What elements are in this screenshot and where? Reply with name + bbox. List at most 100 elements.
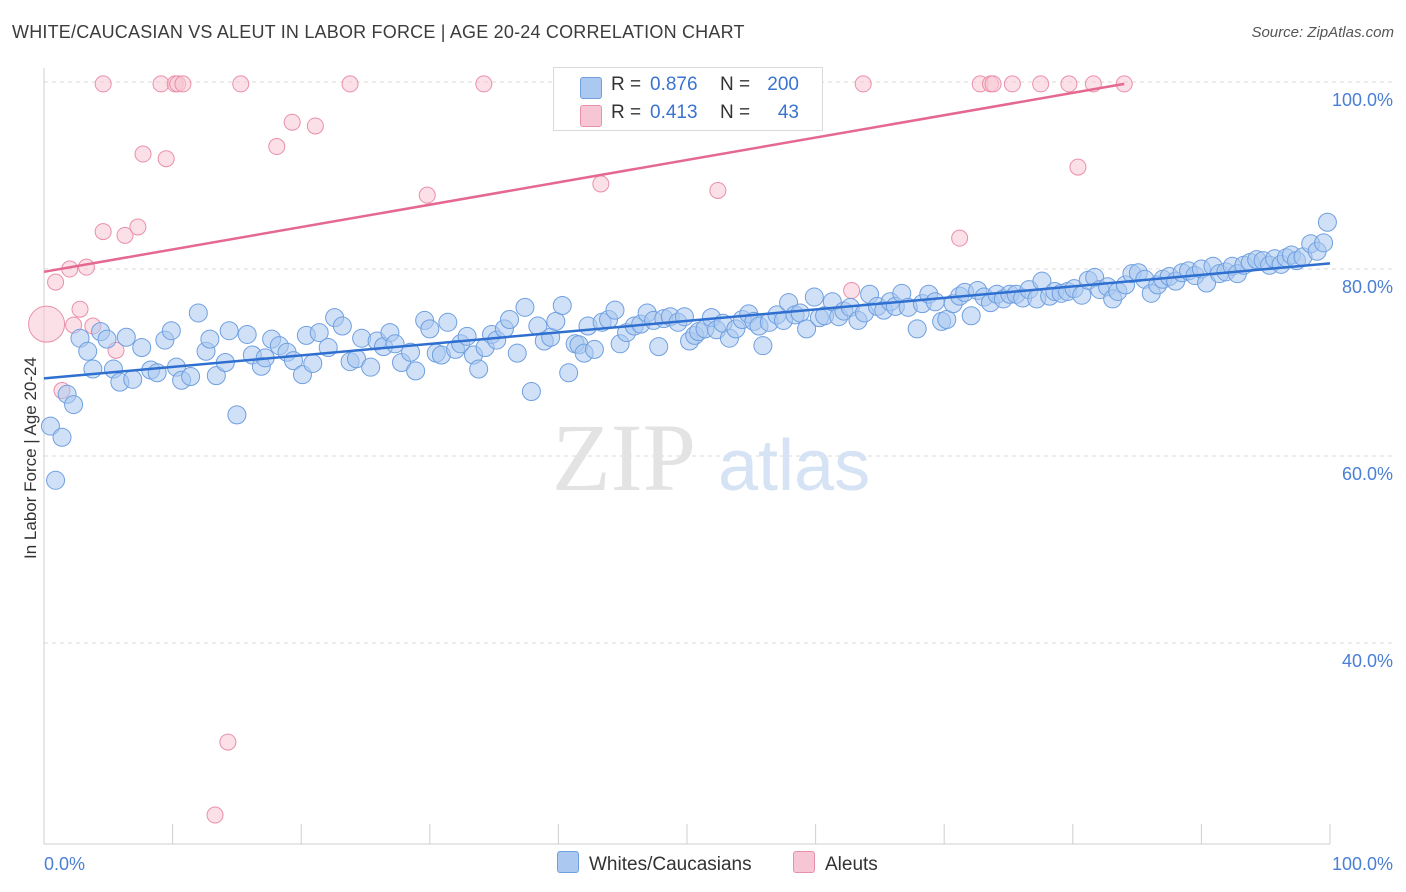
legend-n-label: N = (720, 102, 751, 123)
white-point (123, 369, 143, 389)
gridlines (44, 81, 1392, 644)
aleut-point (283, 113, 301, 131)
aleut-point (341, 75, 359, 93)
white-point (507, 343, 527, 363)
white-point (521, 381, 541, 401)
white-point (200, 329, 220, 349)
white-point (649, 337, 669, 357)
white-point (804, 287, 824, 307)
white-point (515, 297, 535, 317)
aleut-point (709, 181, 727, 199)
white-point (469, 359, 489, 379)
bottom-legend-swatch-whites (557, 851, 579, 873)
aleut-point (134, 145, 152, 163)
aleut-points (28, 75, 1133, 824)
white-point (457, 326, 477, 346)
white-point (161, 321, 181, 341)
aleut-point (157, 150, 175, 168)
white-point (753, 336, 773, 356)
white-point (790, 303, 810, 323)
white-point (227, 405, 247, 425)
white-point (925, 292, 945, 312)
bottom-legend-label-whites: Whites/Caucasians (589, 854, 752, 875)
legend-r-value: 0.876 (650, 74, 698, 95)
aleut-point (843, 282, 861, 300)
y-tick-label: 40.0% (1342, 651, 1393, 671)
white-point (438, 312, 458, 332)
aleut-point (232, 75, 250, 93)
white-point (674, 307, 694, 327)
aleut-point (219, 733, 237, 751)
watermark-zip: ZIP (552, 404, 696, 511)
white-point (907, 319, 927, 339)
legend-row-aleuts: R = 0.413 N = 43 (554, 101, 822, 129)
legend-swatch-whites (580, 77, 602, 99)
bottom-legend-aleuts: Aleuts (793, 851, 878, 876)
aleut-point (854, 75, 872, 93)
y-axis-label: In Labor Force | Age 20-24 (21, 357, 40, 559)
white-point (52, 427, 72, 447)
white-point (541, 327, 561, 347)
aleut-point (47, 273, 65, 291)
white-point (584, 339, 604, 359)
white-point (40, 416, 60, 436)
white-point (1317, 212, 1337, 232)
y-tick-label: 60.0% (1342, 464, 1393, 484)
white-point (937, 309, 957, 329)
white-point (303, 353, 323, 373)
white-point (78, 341, 98, 361)
x-tick-label: 0.0% (44, 854, 85, 874)
white-point (181, 367, 201, 387)
aleut-point (94, 223, 112, 241)
y-tick-label: 80.0% (1342, 277, 1393, 297)
legend-r-label: R = (611, 74, 642, 95)
aleut-point (28, 305, 66, 343)
white-point (219, 321, 239, 341)
aleut-point (1032, 75, 1050, 93)
aleut-point (77, 258, 95, 276)
legend-n-value: 200 (767, 74, 799, 95)
bottom-legend-swatch-aleuts (793, 851, 815, 873)
white-point (797, 319, 817, 339)
aleuts-trend-line (43, 82, 1125, 274)
aleut-point (206, 806, 224, 824)
white-points (40, 212, 1337, 490)
whites-trend-line (43, 262, 1331, 380)
legend-r-label: R = (611, 102, 642, 123)
white-point (332, 316, 352, 336)
aleut-point (306, 117, 324, 135)
white-point (420, 319, 440, 339)
aleut-point (129, 218, 147, 236)
white-point (132, 338, 152, 358)
aleut-point (1069, 158, 1087, 176)
x-tick-label: 100.0% (1332, 854, 1393, 874)
white-point (206, 366, 226, 386)
aleut-point (94, 75, 112, 93)
bottom-legend-label-aleuts: Aleuts (825, 854, 878, 875)
aleut-point (116, 226, 134, 244)
legend-n-label: N = (720, 74, 751, 95)
white-point (361, 357, 381, 377)
chart-source: Source: ZipAtlas.com (1251, 24, 1394, 41)
white-point (1314, 233, 1334, 253)
legend-r-value: 0.413 (650, 102, 698, 123)
white-point (97, 329, 117, 349)
watermark-atlas: atlas (718, 426, 870, 506)
white-point (559, 363, 579, 383)
trend-lines (43, 82, 1331, 380)
y-tick-label: 100.0% (1332, 90, 1393, 110)
chart-title: WHITE/CAUCASIAN VS ALEUT IN LABOR FORCE … (12, 22, 745, 42)
white-point (64, 395, 84, 415)
tick-labels: 40.0% 60.0% 80.0% 100.0% 0.0% 100.0% In Labor … (21, 90, 1393, 874)
aleut-point (592, 175, 610, 193)
legend-n-value: 43 (777, 102, 799, 123)
aleut-point (475, 75, 493, 93)
white-point (237, 324, 257, 344)
white-point (116, 327, 136, 347)
aleut-point (152, 75, 170, 93)
legend-row-whites: R = 0.876 N = 200 (554, 73, 822, 101)
aleut-point (984, 75, 1002, 93)
aleut-point (174, 75, 192, 93)
aleut-point (951, 229, 969, 247)
